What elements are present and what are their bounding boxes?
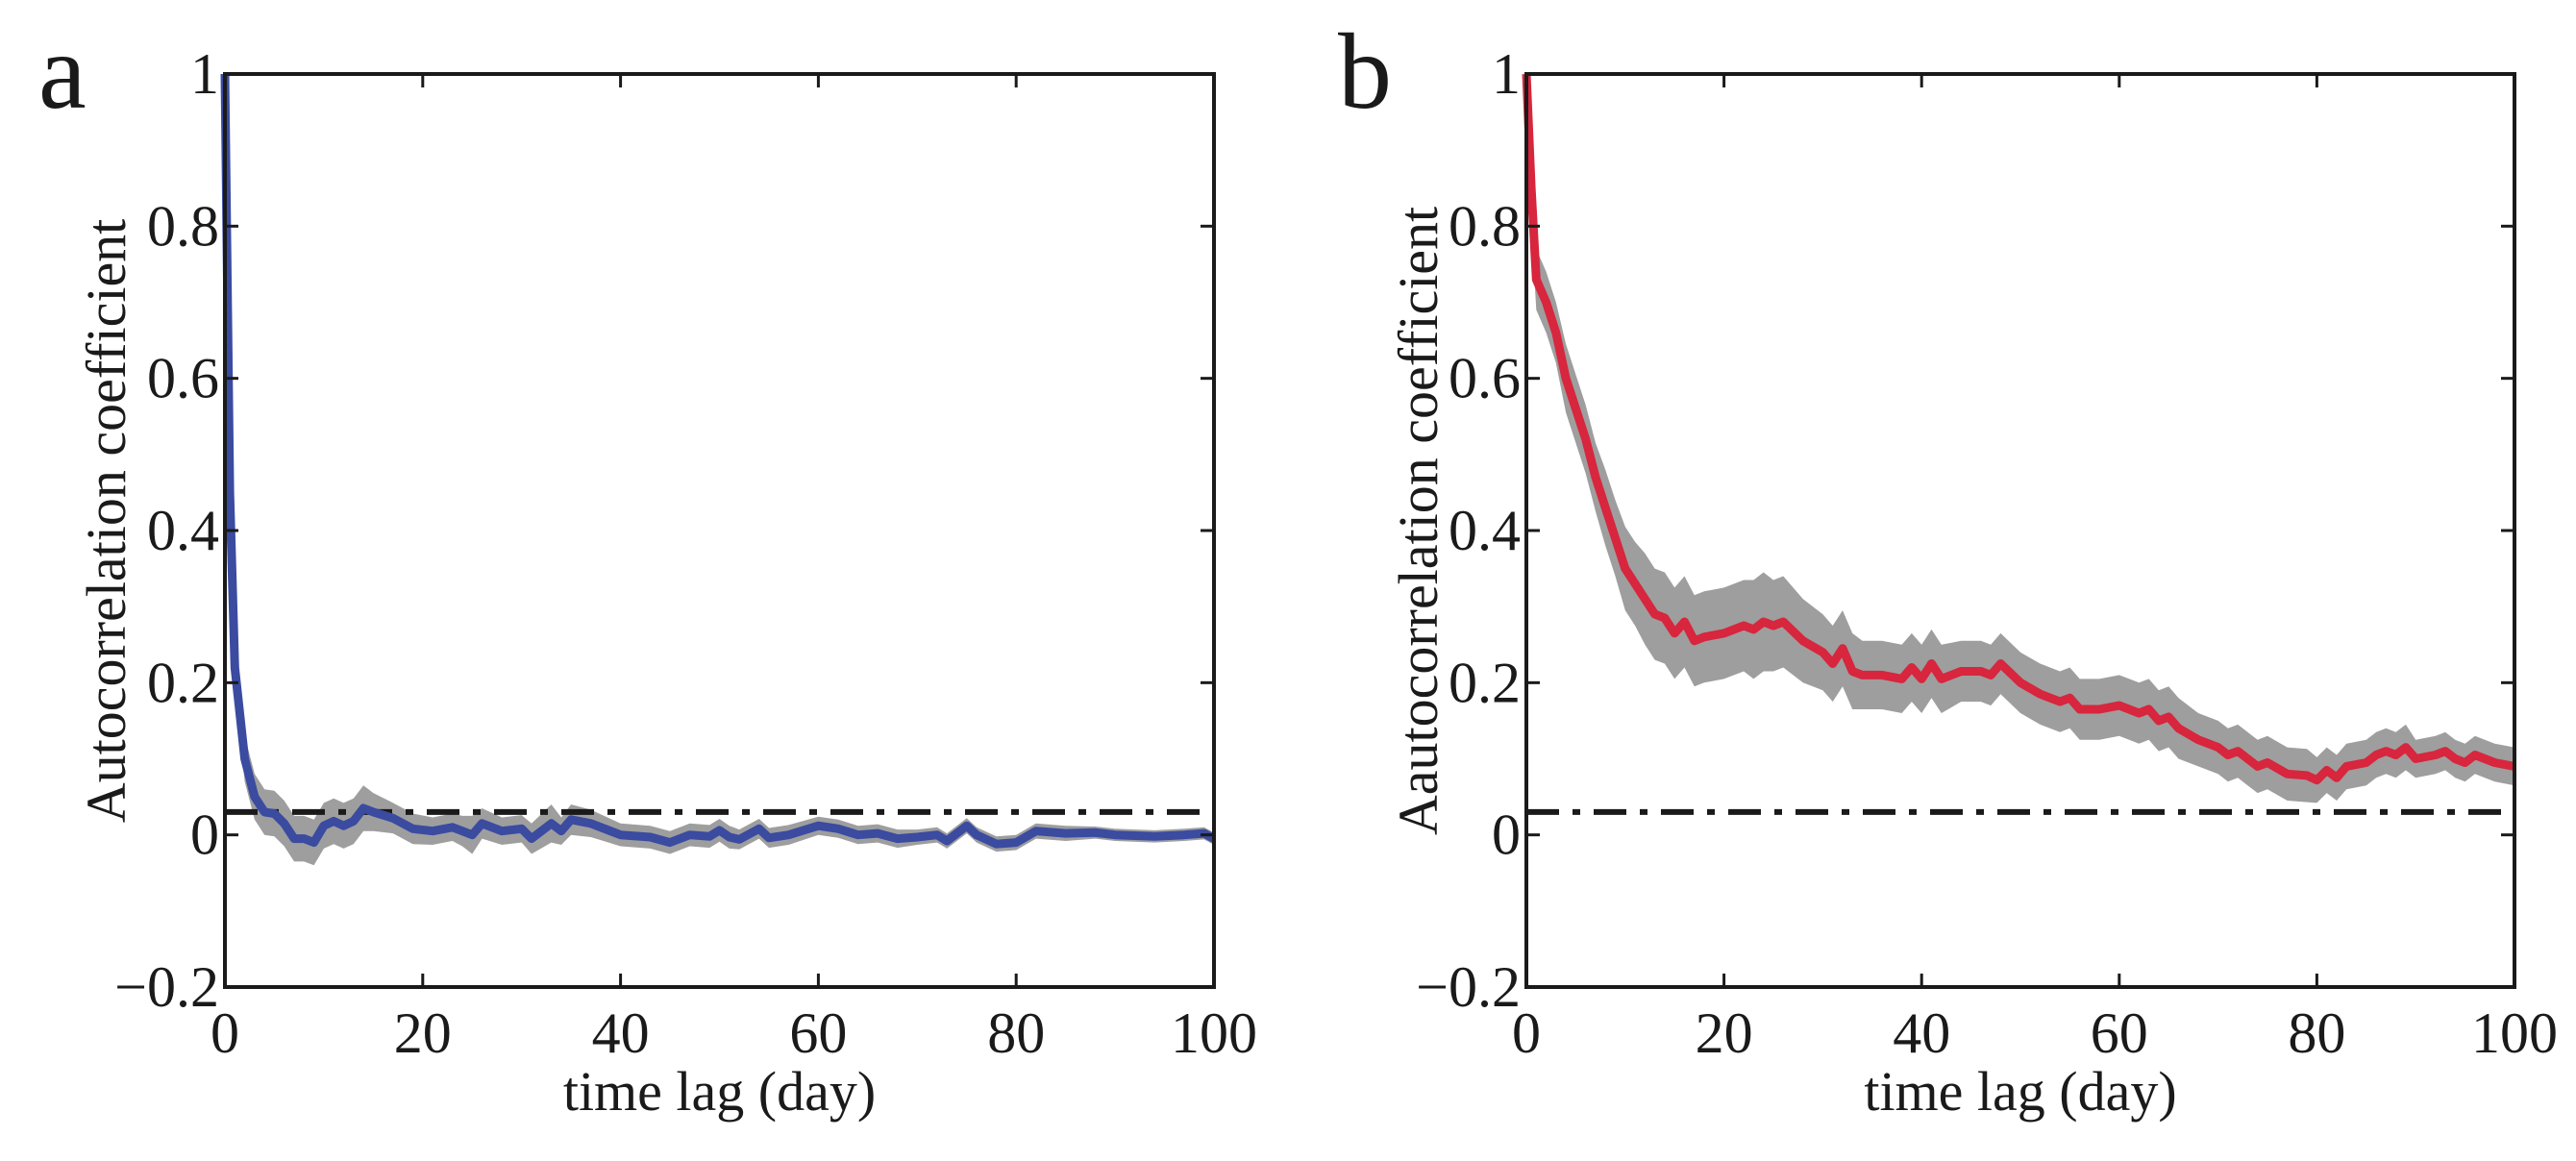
y-tick-label: 0.2	[147, 651, 219, 714]
x-tick-label: 80	[2288, 1001, 2345, 1065]
panel-letter: b	[1338, 12, 1392, 132]
x-tick-label: 80	[987, 1001, 1045, 1065]
y-axis-label: Aautocorrelation coefficient	[1387, 207, 1449, 835]
y-tick-label: 0.4	[1449, 499, 1521, 562]
x-tick-label: 100	[2471, 1001, 2558, 1065]
x-tick-label: 100	[1171, 1001, 1257, 1065]
x-tick-label: 40	[592, 1001, 650, 1065]
axes-frame	[223, 72, 1216, 989]
y-tick-label: 0.4	[147, 499, 219, 562]
y-tick-label: 1	[190, 42, 219, 106]
autocorrelation-line	[1522, 73, 2515, 785]
y-tick-label: 0.8	[147, 194, 219, 258]
y-tick-label: 0.8	[1449, 194, 1521, 258]
panel-letter: a	[38, 12, 87, 132]
x-tick-label: 20	[394, 1001, 452, 1065]
y-tick-label: −0.2	[1416, 955, 1521, 1019]
autocorrelation-line	[220, 73, 1217, 849]
y-tick-label: 0.2	[1449, 651, 1521, 714]
confidence-band	[225, 74, 1214, 866]
x-tick-label: 20	[1696, 1001, 1753, 1065]
y-tick-label: 0	[1492, 803, 1521, 867]
x-tick-label: 0	[1512, 1001, 1541, 1065]
y-tick-label: 0.6	[1449, 347, 1521, 410]
axes-frame	[1524, 72, 2516, 989]
y-tick-label: 0.6	[147, 347, 219, 410]
x-tick-label: 0	[211, 1001, 239, 1065]
x-tick-label: 60	[789, 1001, 847, 1065]
y-axis-label: Autocorrelation coefficient	[75, 219, 137, 824]
y-tick-label: 1	[1492, 42, 1521, 106]
x-axis-label: time lag (day)	[563, 1060, 876, 1123]
x-tick-label: 60	[2091, 1001, 2148, 1065]
x-axis-label: time lag (day)	[1864, 1060, 2176, 1123]
confidence-band	[1526, 74, 2514, 803]
x-tick-label: 40	[1893, 1001, 1950, 1065]
y-tick-label: −0.2	[114, 955, 219, 1019]
y-tick-label: 0	[190, 803, 219, 867]
